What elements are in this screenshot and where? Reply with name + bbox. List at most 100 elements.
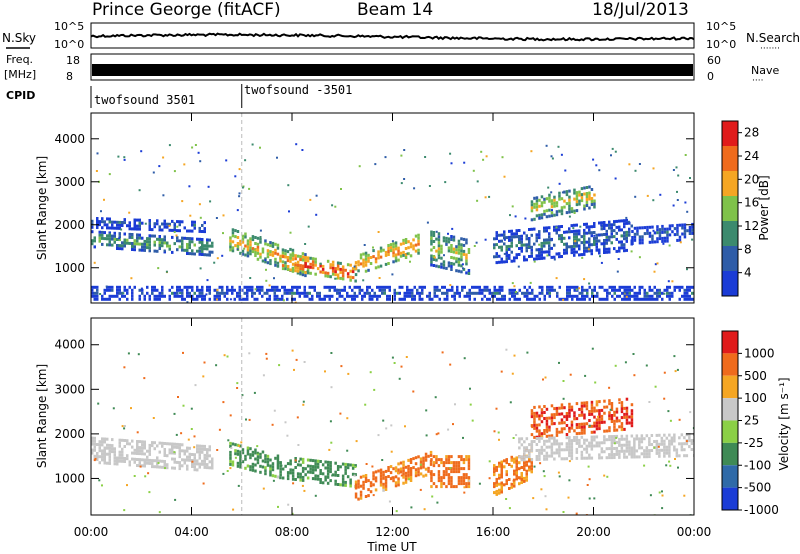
heatmap-cell xyxy=(96,458,99,461)
heatmap-cell xyxy=(530,458,534,462)
heatmap-cell xyxy=(306,291,309,295)
heatmap-cell xyxy=(171,445,174,449)
heatmap-cell xyxy=(668,433,671,437)
heatmap-cell xyxy=(98,449,101,453)
heatmap-cell xyxy=(683,448,686,452)
heatmap-cell xyxy=(525,478,528,482)
heatmap-cell xyxy=(593,205,596,209)
heatmap-cell xyxy=(425,434,428,437)
heatmap-cell xyxy=(178,461,181,465)
heatmap-cell xyxy=(191,249,194,253)
heatmap-cell xyxy=(641,226,644,230)
heatmap-cell xyxy=(558,225,561,229)
heatmap-cell xyxy=(681,286,684,289)
heatmap-cell xyxy=(161,444,164,448)
heatmap-cell xyxy=(291,268,295,272)
heatmap-cell xyxy=(186,446,189,450)
heatmap-cell xyxy=(565,445,569,449)
heatmap-cell xyxy=(510,229,513,233)
heatmap-cell xyxy=(668,445,671,449)
heatmap-cell xyxy=(593,294,596,298)
heatmap-cell xyxy=(593,231,596,234)
heatmap-cell xyxy=(540,435,544,439)
heatmap-cell xyxy=(450,250,453,253)
heatmap-cell xyxy=(368,297,371,301)
heatmap-cell xyxy=(417,236,420,240)
heatmap-cell xyxy=(364,257,368,261)
heatmap-cell xyxy=(440,262,443,266)
heatmap-cell xyxy=(550,413,554,417)
heatmap-cell xyxy=(355,440,358,443)
heatmap-cell xyxy=(108,220,111,224)
heatmap-cell xyxy=(351,270,355,274)
heatmap-cell xyxy=(568,414,571,418)
heatmap-cell xyxy=(301,264,305,268)
heatmap-cell xyxy=(186,464,189,468)
colorbar-tick-label: -500 xyxy=(744,481,771,495)
heatmap-cell xyxy=(500,248,503,252)
heatmap-cell xyxy=(394,469,398,473)
colorbar-segment xyxy=(722,353,738,376)
heatmap-cell xyxy=(91,239,94,243)
heatmap-cell xyxy=(493,285,496,289)
heatmap-cell xyxy=(234,229,237,233)
heatmap-cell xyxy=(625,248,628,252)
heatmap-cell xyxy=(488,477,491,480)
heatmap-cell xyxy=(409,467,413,470)
colorbar-tick-label: 8 xyxy=(744,242,752,256)
heatmap-cell xyxy=(384,481,388,485)
heatmap-cell xyxy=(269,467,272,471)
heatmap-cell xyxy=(311,297,314,301)
heatmap-cell xyxy=(211,457,214,461)
heatmap-cell xyxy=(284,421,287,424)
heatmap-cell xyxy=(178,223,181,227)
heatmap-cell xyxy=(143,294,146,298)
heatmap-cell xyxy=(108,234,111,238)
heatmap-cell xyxy=(158,291,161,295)
heatmap-cell xyxy=(236,236,240,239)
heatmap-cell xyxy=(638,226,642,230)
heatmap-cell xyxy=(510,241,513,245)
heatmap-cell xyxy=(476,199,479,202)
heatmap-cell xyxy=(239,462,242,466)
heatmap-cell xyxy=(301,270,305,274)
heatmap-cell xyxy=(331,272,335,276)
heatmap-cell xyxy=(649,494,652,497)
heatmap-cell xyxy=(339,483,342,487)
heatmap-cell xyxy=(96,455,99,458)
heatmap-cell xyxy=(108,461,111,465)
heatmap-cell xyxy=(409,260,411,263)
heatmap-cell xyxy=(183,449,186,453)
heatmap-cell xyxy=(138,461,141,465)
heatmap-cell xyxy=(397,249,400,253)
heatmap-cell xyxy=(541,288,544,292)
heatmap-cell xyxy=(460,458,463,462)
heatmap-cell xyxy=(181,443,184,447)
heatmap-cell xyxy=(658,234,662,238)
heatmap-cell xyxy=(211,250,214,254)
heatmap-cell xyxy=(225,159,228,162)
heatmap-cell xyxy=(465,482,468,486)
heatmap-cell xyxy=(455,257,458,261)
heatmap-cell xyxy=(580,453,584,457)
heatmap-cell xyxy=(620,422,624,426)
heatmap-cell xyxy=(168,228,171,232)
heatmap-cell xyxy=(158,459,161,463)
freq-tick-low: 8 xyxy=(66,70,73,83)
heatmap-cell xyxy=(680,448,684,452)
heatmap-cell xyxy=(265,352,268,355)
heatmap-cell xyxy=(465,458,468,462)
heatmap-cell xyxy=(287,503,290,506)
heatmap-cell xyxy=(203,447,206,451)
heatmap-cell xyxy=(666,291,669,295)
heatmap-cell xyxy=(565,415,569,418)
heatmap-cell xyxy=(231,228,235,232)
heatmap-cell xyxy=(463,161,466,164)
heatmap-cell xyxy=(246,245,250,249)
heatmap-cell xyxy=(171,442,174,446)
heatmap-cell xyxy=(683,235,687,239)
freq-panel-frame xyxy=(90,53,695,81)
heatmap-cell xyxy=(251,247,255,251)
heatmap-cell xyxy=(339,261,342,265)
